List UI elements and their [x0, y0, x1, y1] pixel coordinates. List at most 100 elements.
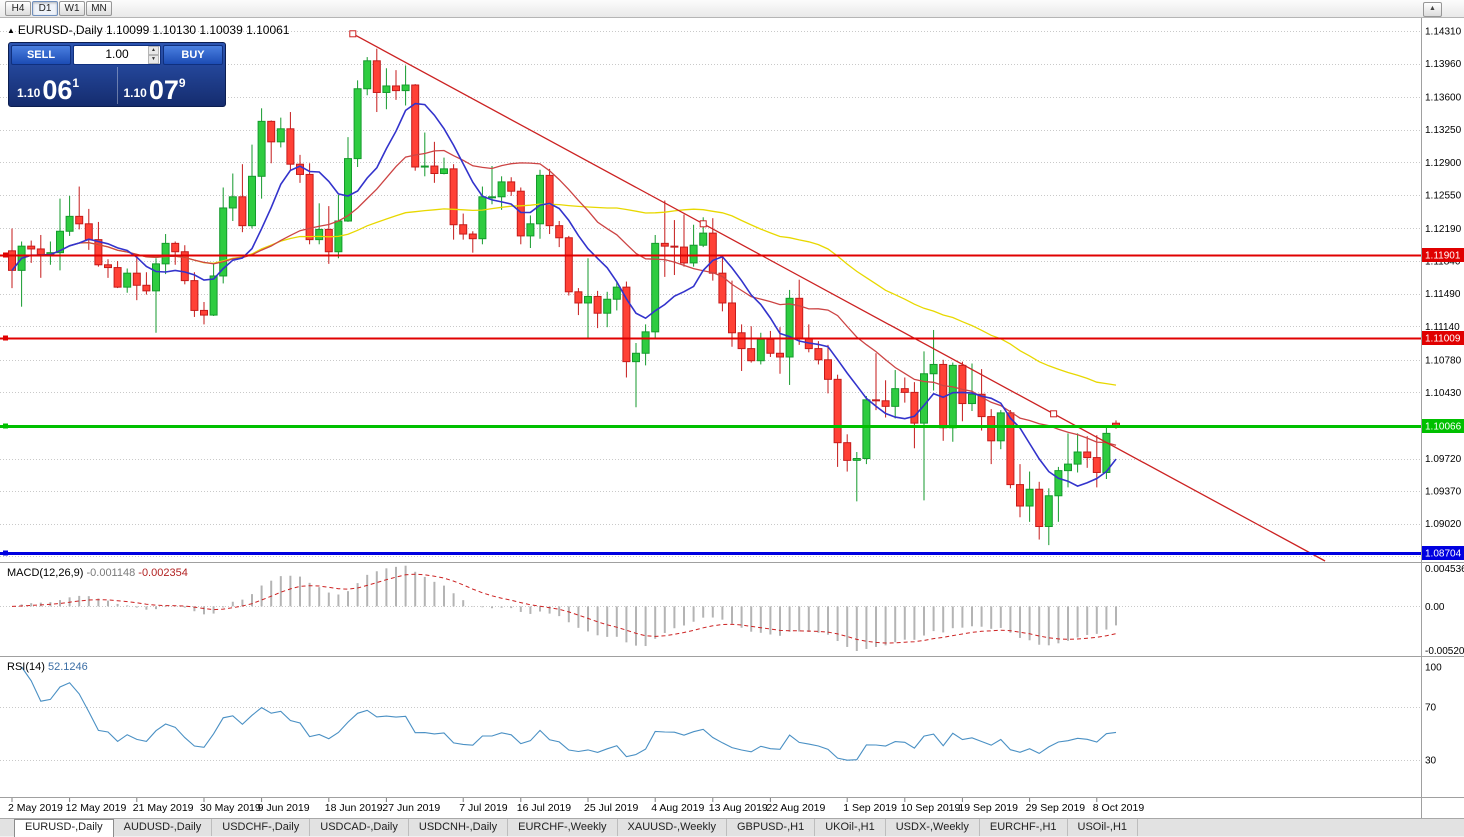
rsi-name: RSI(14)	[7, 661, 45, 673]
scroll-up-button[interactable]: ▲	[1423, 2, 1442, 17]
candle-body	[190, 280, 199, 311]
buy-button[interactable]: BUY	[163, 45, 223, 65]
sell-price-pip: 1	[72, 76, 80, 90]
price-tag-label: 1.11901	[1425, 251, 1461, 262]
chart-tab-eurchf-weekly[interactable]: EURCHF-,Weekly	[508, 819, 618, 836]
candle-body	[795, 297, 804, 339]
chart-tab-audusd-daily[interactable]: AUDUSD-,Daily	[114, 819, 213, 836]
candle-body	[353, 88, 362, 160]
timeframe-button-d1[interactable]: D1	[32, 1, 58, 16]
candle-body	[1092, 457, 1101, 473]
candle-body	[1006, 412, 1015, 486]
candle-body	[420, 165, 429, 168]
candle-body	[814, 348, 823, 361]
date-axis-label: 4 Aug 2019	[651, 802, 704, 814]
date-axis-label: 16 Jul 2019	[517, 802, 571, 814]
candle-body	[411, 84, 420, 168]
chart-tab-usdcad-daily[interactable]: USDCAD-,Daily	[310, 819, 409, 836]
macd-label: MACD(12,26,9) -0.001148 -0.002354	[7, 567, 188, 579]
candle-body	[785, 297, 794, 358]
candle-body	[449, 168, 458, 226]
trendline-anchor[interactable]	[699, 220, 707, 228]
chart-tab-usoil-h1[interactable]: USOil-,H1	[1068, 819, 1139, 836]
price-axis-label: 1.11140	[1425, 322, 1460, 333]
price-axis-label: 1.13250	[1425, 125, 1462, 136]
chart-title: ▲ EURUSD-,Daily 1.10099 1.10130 1.10039 1…	[7, 23, 289, 37]
candle-body	[142, 284, 151, 292]
chart-tab-ukoil-h1[interactable]: UKOil-,H1	[815, 819, 886, 836]
trendline[interactable]	[352, 33, 1326, 562]
price-axis-label: 1.09720	[1425, 454, 1462, 465]
trendline-anchor[interactable]	[349, 30, 357, 38]
candle-body	[776, 352, 784, 358]
sell-price[interactable]: 1.10 06 1	[11, 67, 117, 104]
rsi-axis-label: 70	[1425, 702, 1437, 713]
candle-body	[1073, 451, 1082, 465]
candle-body	[852, 458, 861, 461]
sell-button[interactable]: SELL	[11, 45, 71, 65]
buy-price[interactable]: 1.10 07 9	[116, 67, 224, 104]
date-axis-label: 9 Jun 2019	[258, 802, 310, 814]
date-axis-label: 18 Jun 2019	[325, 802, 383, 814]
price-axis-label: 1.13960	[1425, 59, 1462, 70]
candle-body	[488, 196, 496, 199]
trendline-anchor[interactable]	[1050, 410, 1058, 418]
candle-body	[209, 275, 218, 316]
candle-body	[363, 60, 372, 90]
candle-body	[1054, 470, 1063, 497]
candle-body	[180, 251, 189, 282]
chart-tab-usdcnh-daily[interactable]: USDCNH-,Daily	[409, 819, 509, 836]
candle-body	[372, 60, 381, 93]
candle-body	[257, 120, 266, 177]
candle-body	[344, 158, 352, 222]
chart-toolbar: H4 D1 W1 MN ▲	[0, 0, 1464, 18]
candle-body	[401, 84, 410, 92]
candle-body	[651, 242, 660, 333]
date-axis-label: 22 Aug 2019	[766, 802, 825, 814]
price-tag-label: 1.11009	[1425, 334, 1461, 345]
timeframe-button-h4[interactable]: H4	[5, 1, 31, 16]
candle-body	[296, 163, 304, 175]
candle-body	[699, 232, 708, 246]
volume-spin-up-button[interactable]: ▲	[148, 46, 159, 55]
volume-spinner: ▲ ▼	[148, 46, 159, 64]
candle-body	[987, 416, 996, 442]
date-axis-label: 13 Aug 2019	[709, 802, 768, 814]
chart-tab-xauusd-weekly[interactable]: XAUUSD-,Weekly	[618, 819, 727, 836]
candle-body	[152, 263, 160, 292]
chart-tab-eurchf-h1[interactable]: EURCHF-,H1	[980, 819, 1068, 836]
candle-body	[737, 332, 746, 350]
chart-tab-eurusd-daily[interactable]: EURUSD-,Daily	[14, 819, 114, 837]
price-axis-label: 1.11490	[1425, 289, 1461, 300]
chart-tab-usdchf-daily[interactable]: USDCHF-,Daily	[212, 819, 311, 836]
chart-canvas[interactable]: 1.14310 1.13960 1.13600 1.13250 1.12900 1.125…	[0, 18, 1464, 818]
volume-spin-down-button[interactable]: ▼	[148, 55, 159, 64]
chart-tab-usdx-weekly[interactable]: USDX-,Weekly	[886, 819, 980, 836]
macd-axis-label: -0.005205	[1425, 646, 1464, 657]
candle-body	[94, 239, 103, 266]
chart-tab-gbpusd-h1[interactable]: GBPUSD-,H1	[727, 819, 816, 836]
candle-body	[459, 224, 468, 235]
price-axis-label: 1.10430	[1425, 388, 1462, 399]
candle-body	[507, 181, 516, 192]
candle-body	[440, 168, 448, 175]
candle-body	[689, 244, 698, 264]
macd-signal-line	[11, 573, 1117, 644]
candle-body	[248, 175, 256, 227]
buy-price-base: 1.10	[123, 86, 147, 100]
volume-input[interactable]: 1.00 ▲ ▼	[73, 45, 161, 65]
timeframe-button-w1[interactable]: W1	[59, 1, 85, 16]
trade-panel-top-row: SELL 1.00 ▲ ▼ BUY	[11, 45, 223, 65]
chart-symbol-period: EURUSD-,Daily	[17, 23, 103, 37]
date-axis-label: 10 Sep 2019	[901, 802, 961, 814]
timeframe-button-mn[interactable]: MN	[86, 1, 112, 16]
candle-body	[27, 245, 36, 250]
candle-body	[315, 228, 324, 241]
candle-body	[113, 267, 122, 288]
candle-body	[305, 173, 314, 241]
price-axis-label: 1.13600	[1425, 93, 1462, 104]
candle-body	[977, 393, 986, 418]
candle-body	[747, 348, 756, 362]
macd-name: MACD(12,26,9)	[7, 567, 84, 579]
